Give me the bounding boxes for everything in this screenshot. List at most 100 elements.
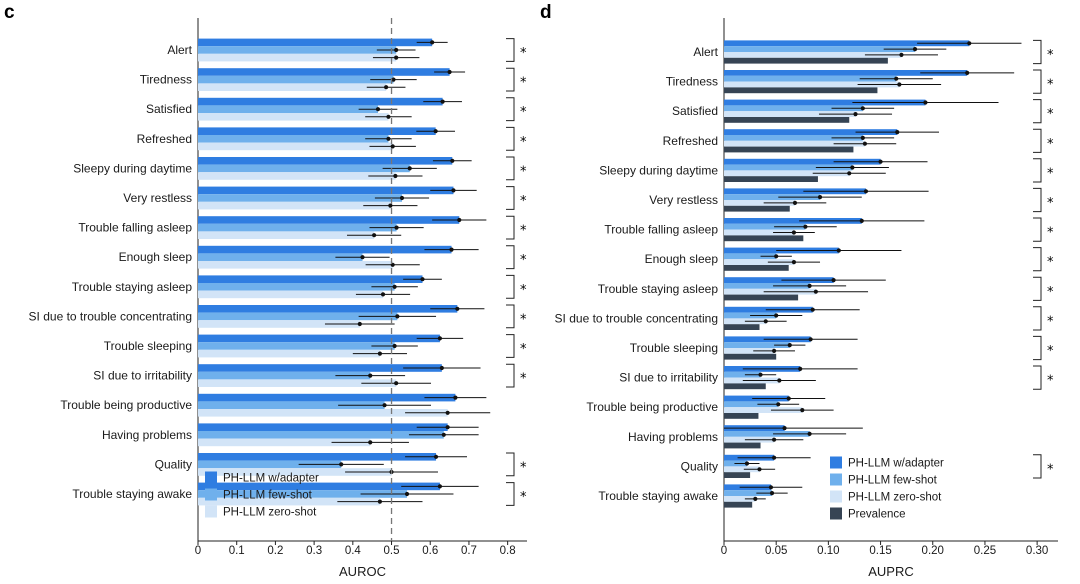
point — [923, 100, 928, 105]
point — [360, 255, 365, 260]
point — [897, 82, 902, 87]
bar — [724, 194, 821, 200]
point — [437, 484, 443, 489]
bar — [198, 490, 408, 498]
bar — [198, 105, 378, 113]
panel-d-chart: Alert * Tiredness * Satisfied * Refreshed * Slee… — [555, 18, 1058, 579]
point — [862, 141, 868, 146]
category-label: Tiredness — [140, 73, 192, 87]
point — [388, 203, 393, 208]
point — [791, 260, 797, 265]
point — [807, 283, 812, 288]
significance-bracket — [1033, 39, 1042, 65]
bar — [198, 334, 440, 343]
point — [792, 200, 798, 205]
significance-bracket — [506, 97, 515, 122]
point — [420, 277, 425, 282]
bar — [724, 431, 810, 437]
point — [439, 365, 444, 371]
point — [847, 171, 852, 176]
point — [392, 343, 397, 349]
bar — [198, 497, 380, 506]
bar — [724, 401, 779, 408]
point — [769, 491, 775, 496]
significance-bracket — [506, 482, 515, 506]
point — [878, 159, 883, 164]
point — [433, 129, 438, 134]
point — [394, 225, 399, 230]
category-label: Trouble sleeping — [104, 339, 192, 353]
category-label: Enough sleep — [119, 250, 193, 264]
point — [798, 366, 803, 371]
category-label: Trouble staying awake — [72, 487, 192, 501]
legend-label: PH-LLM zero-shot — [223, 507, 317, 519]
x-axis-title: AUPRC — [868, 564, 914, 579]
category-label: Trouble staying asleep — [72, 280, 193, 294]
legend-label: PH-LLM w/adapter — [848, 458, 944, 470]
point — [382, 403, 387, 408]
category-label: Refreshed — [137, 132, 192, 146]
category-label: Having problems — [102, 428, 192, 442]
significance-star: * — [520, 76, 527, 91]
significance-bracket — [1033, 276, 1042, 301]
bar — [724, 200, 795, 206]
significance-star: * — [520, 194, 527, 209]
bar — [724, 46, 916, 52]
x-tick-label: 0.15 — [869, 545, 891, 557]
bar — [724, 348, 775, 354]
legend-label: Prevalence — [848, 509, 906, 521]
bar — [198, 349, 380, 358]
legend-label: PH-LLM few-shot — [848, 475, 938, 487]
point — [768, 485, 774, 490]
point — [372, 233, 377, 238]
point — [445, 425, 450, 430]
x-tick-label: 0.4 — [345, 545, 362, 557]
significance-bracket — [506, 67, 515, 92]
point — [440, 99, 445, 104]
bar — [724, 353, 777, 360]
significance-star: * — [1047, 462, 1054, 477]
x-axis-title: AUROC — [339, 564, 386, 579]
significance-star: * — [520, 342, 527, 357]
legend-swatch — [830, 473, 842, 486]
bar — [198, 320, 360, 328]
legend-swatch — [830, 456, 842, 469]
significance-star: * — [1047, 107, 1054, 122]
bar — [198, 194, 402, 202]
point — [384, 85, 389, 90]
significance-star: * — [520, 46, 527, 61]
bar — [724, 223, 806, 230]
bar — [198, 468, 392, 476]
category-label: Trouble sleeping — [630, 341, 718, 355]
significance-star: * — [1047, 374, 1054, 389]
significance-star: * — [1047, 255, 1054, 270]
point — [895, 130, 900, 135]
bar — [724, 170, 850, 177]
significance-star: * — [1047, 166, 1054, 181]
point — [441, 432, 446, 437]
significance-bracket — [506, 126, 515, 151]
bar — [724, 40, 970, 47]
bar — [198, 401, 385, 409]
bar — [198, 482, 440, 491]
significance-bracket — [506, 156, 515, 181]
point — [449, 247, 454, 252]
point — [860, 106, 865, 111]
point — [407, 166, 412, 171]
point — [357, 321, 362, 327]
category-label: Very restless — [649, 193, 718, 207]
point — [447, 69, 452, 75]
bar — [198, 423, 448, 431]
bar — [198, 53, 397, 62]
significance-bracket — [1033, 217, 1042, 242]
bar — [198, 142, 393, 151]
bar — [198, 342, 395, 350]
bar — [724, 407, 803, 413]
point — [451, 188, 456, 193]
bar — [198, 75, 394, 84]
bar — [724, 111, 856, 117]
point — [810, 307, 815, 312]
bar — [724, 490, 773, 496]
point — [965, 70, 970, 75]
category-label: Trouble staying awake — [598, 489, 718, 503]
